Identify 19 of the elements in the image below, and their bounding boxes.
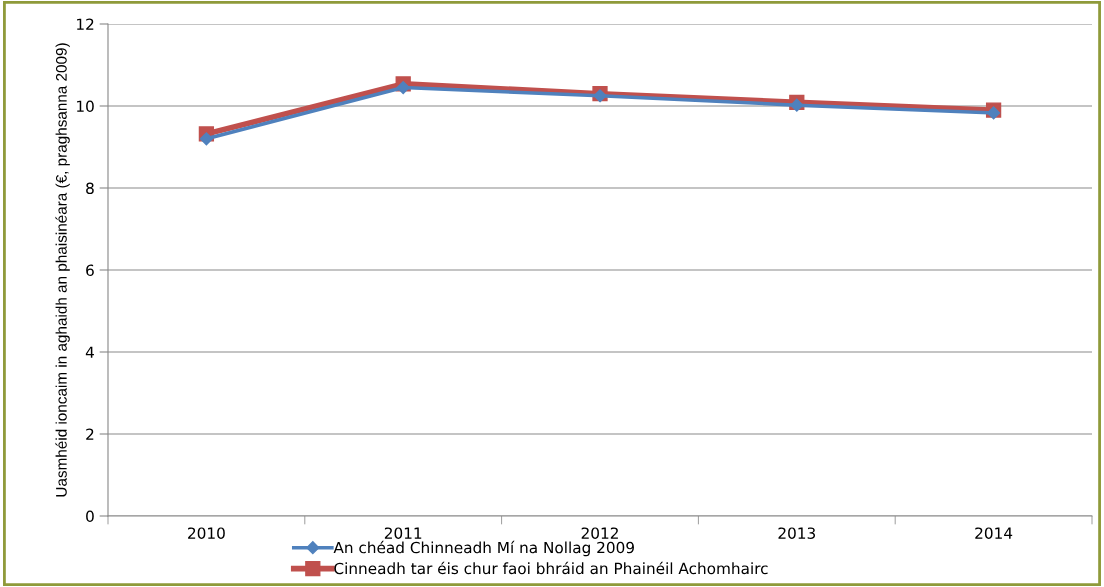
y-tick-label: 0	[86, 510, 94, 523]
point	[790, 98, 804, 112]
x-tick-label: 2014	[975, 527, 1013, 539]
y-tick-label: 4	[85, 346, 94, 358]
x-tick-label: 2013	[778, 527, 816, 539]
x-tick-label: 2011	[384, 527, 422, 539]
y-tick-label: 6	[86, 264, 94, 277]
x-tick-label: 2010	[188, 527, 225, 539]
y-tick-label: 12	[77, 18, 94, 30]
y-tick-label: 10	[77, 100, 94, 113]
legend-label: An chéad Chinneadh Mí na Nollag 2009	[333, 540, 634, 557]
y-tick-label: 8	[86, 182, 94, 195]
x-tick-label: 2012	[581, 527, 618, 539]
point	[396, 80, 410, 95]
y-tick-label: 2	[86, 428, 94, 440]
point	[199, 132, 213, 146]
point	[987, 106, 1001, 120]
y-axis-title: Uasmhéid ioncaim in aghaidh an phaisinéara (€, praghsanna 2009)	[55, 43, 70, 497]
legend-label: Cinneadh tar éis chur faoi bhráid an Phainéil Achomhairc	[334, 561, 768, 575]
